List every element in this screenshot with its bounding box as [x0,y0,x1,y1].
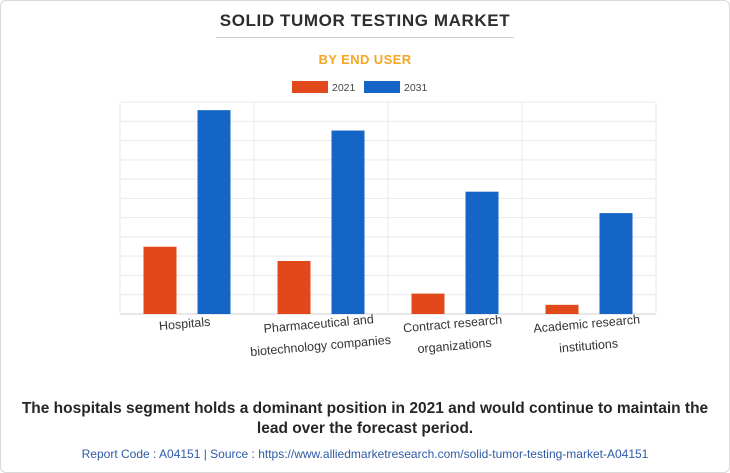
title-divider [216,37,514,38]
bar-2031-1 [331,130,365,314]
bar-2031-0 [197,110,231,315]
category-label-line: Contract research [403,313,503,336]
category-label-line: organizations [417,336,492,356]
legend-swatch-2021 [292,81,328,93]
summary-text: The hospitals segment holds a dominant p… [21,400,709,437]
category-label: Academic researchinstitutions [533,312,643,357]
bar-2021-0 [143,246,177,314]
legend-label-2021: 2021 [332,82,356,94]
chart-title: SOLID TUMOR TESTING MARKET [219,11,511,30]
legend-label-2031: 2031 [404,82,428,94]
category-label-line: Hospitals [158,315,210,333]
category-label: Contract researchorganizations [403,313,505,358]
category-label-line: Academic research [533,312,641,335]
category-label: Pharmaceutical andbiotechnology companie… [248,311,392,359]
bar-2031-3 [599,213,633,314]
category-label-line: institutions [559,336,619,355]
bar-2021-3 [545,304,579,314]
category-label: Hospitals [158,315,210,333]
report-source-line: Report Code : A04151 | Source : https://… [81,447,649,461]
category-label-line: Pharmaceutical and [263,312,374,336]
bar-2021-2 [411,293,445,314]
legend-swatch-2031 [364,81,400,93]
bar-2031-2 [465,191,499,314]
bar-2021-1 [277,261,311,314]
category-label-line: biotechnology companies [250,333,392,359]
chart-subtitle: BY END USER [318,52,412,67]
